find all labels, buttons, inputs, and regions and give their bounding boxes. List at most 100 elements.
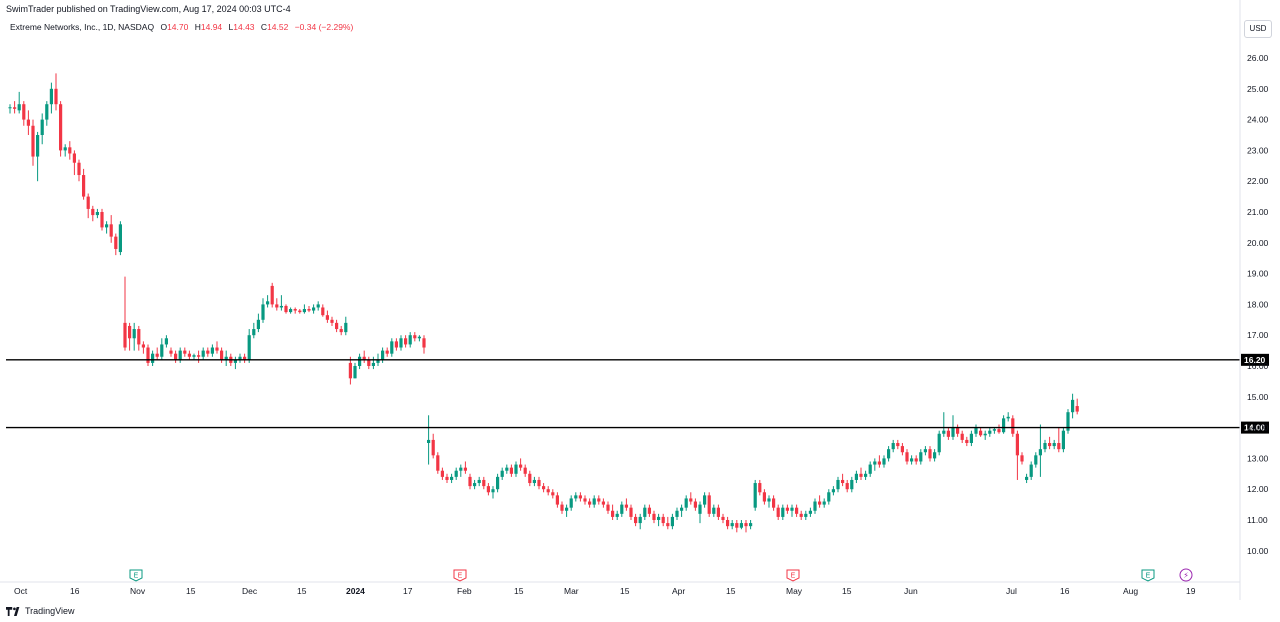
- candle: [316, 301, 320, 311]
- candle-body: [105, 224, 109, 228]
- time-tick-label: 15: [186, 586, 196, 596]
- candle: [523, 464, 527, 477]
- candle-body: [215, 347, 219, 351]
- candle-body: [325, 315, 329, 320]
- candle: [896, 439, 900, 450]
- footer-brand[interactable]: TradingView: [6, 606, 75, 616]
- candle-body: [174, 353, 178, 360]
- candle: [95, 208, 99, 219]
- candle-body: [233, 359, 237, 363]
- price-tick-label: 11.00: [1247, 515, 1268, 525]
- currency-button[interactable]: USD: [1244, 20, 1272, 38]
- candle: [146, 344, 150, 366]
- price-tick-label: 25.00: [1247, 84, 1269, 94]
- candle-body: [537, 479, 541, 487]
- candle: [390, 338, 394, 357]
- horizontal-line-label-bg: [1241, 421, 1269, 434]
- candle-body: [17, 104, 21, 111]
- candle: [505, 464, 509, 474]
- publisher-text: SwimTrader published on TradingView.com,…: [6, 4, 291, 14]
- candle-body: [220, 350, 224, 360]
- candle-body: [776, 507, 780, 517]
- candle: [201, 347, 205, 360]
- candle: [155, 347, 159, 360]
- candle: [289, 307, 293, 314]
- candle-body: [937, 433, 941, 453]
- candle-body: [206, 350, 210, 354]
- candle-body: [118, 224, 122, 253]
- time-tick-label: 17: [403, 586, 413, 596]
- candle-body: [371, 362, 375, 366]
- candle-body: [592, 498, 596, 505]
- candle-body: [882, 458, 886, 465]
- candle-body: [183, 350, 187, 354]
- low-label: L: [228, 22, 234, 32]
- candle-body: [63, 147, 67, 151]
- candle-body: [348, 362, 352, 379]
- candle: [864, 470, 868, 480]
- candle: [923, 446, 927, 456]
- candle-body: [486, 486, 490, 493]
- event-label: E: [134, 573, 139, 580]
- candle-body: [827, 492, 831, 502]
- time-tick-label: 16: [1060, 586, 1070, 596]
- candle: [496, 473, 500, 493]
- candle-body: [1071, 399, 1075, 413]
- candle: [1015, 430, 1019, 480]
- candle-body: [436, 455, 440, 471]
- candle-body: [721, 516, 725, 520]
- candle-body: [611, 510, 615, 517]
- candle-body: [132, 329, 136, 339]
- candle-body: [693, 501, 697, 508]
- candle-body: [965, 439, 969, 443]
- candle: [850, 476, 854, 493]
- candle-body: [463, 467, 467, 471]
- candle-body: [284, 305, 288, 313]
- candle-body: [666, 523, 670, 527]
- candle-body: [302, 309, 306, 313]
- candle: [284, 304, 288, 314]
- candle: [643, 504, 647, 520]
- candle: [408, 332, 412, 348]
- candle-body: [146, 347, 150, 363]
- event-label: E: [791, 573, 796, 580]
- candle-body: [482, 479, 486, 487]
- candle-body: [946, 430, 950, 437]
- candle: [887, 446, 891, 462]
- candle-body: [1038, 449, 1042, 456]
- candle-body: [891, 443, 895, 450]
- candle-body: [822, 501, 826, 505]
- candle: [312, 304, 316, 314]
- candle: [965, 436, 969, 447]
- candle: [1025, 473, 1029, 484]
- candle: [468, 473, 472, 490]
- candle: [220, 347, 224, 363]
- candle-body: [877, 461, 881, 465]
- candle: [68, 141, 72, 160]
- time-tick-label: 19: [1186, 586, 1196, 596]
- candle-body: [450, 476, 454, 480]
- candle: [385, 347, 389, 357]
- open-value: 14.70: [167, 22, 189, 32]
- candle: [988, 427, 992, 437]
- candle: [772, 495, 776, 511]
- candle-body: [91, 208, 95, 216]
- candle-body: [247, 335, 251, 360]
- candle: [997, 424, 1001, 434]
- time-tick-label: Aug: [1123, 586, 1138, 596]
- candle: [519, 458, 523, 471]
- candle: [1048, 436, 1052, 450]
- publisher-bar: SwimTrader published on TradingView.com,…: [0, 0, 1280, 18]
- candle: [744, 520, 748, 533]
- candle-body: [427, 439, 431, 443]
- candle: [937, 430, 941, 456]
- candle: [979, 427, 983, 437]
- candle: [942, 412, 946, 437]
- candle-body: [606, 504, 610, 511]
- candle-body: [8, 107, 12, 109]
- candle-body: [509, 467, 513, 474]
- candle-body: [804, 513, 808, 517]
- time-tick-label: 15: [297, 586, 307, 596]
- candle: [49, 82, 53, 114]
